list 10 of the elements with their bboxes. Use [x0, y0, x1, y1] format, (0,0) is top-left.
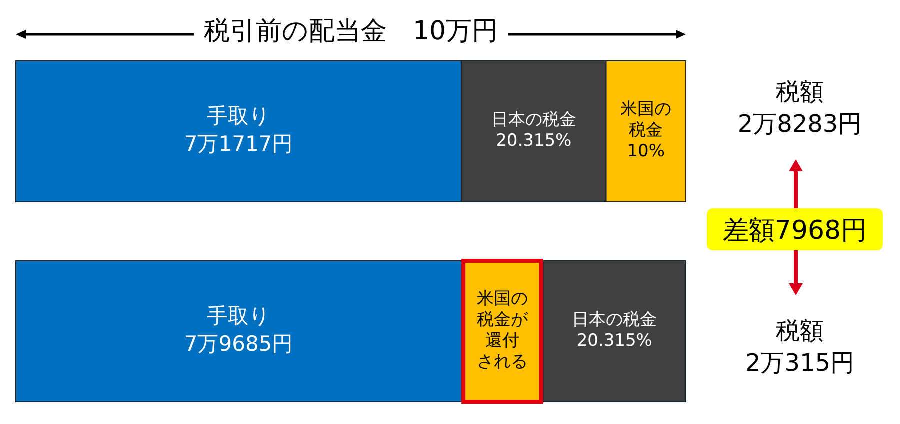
text: 日本の税金 20.315%	[491, 110, 576, 152]
chart-title: 税引前の配当金 10万円	[204, 16, 498, 46]
text: 税額 2万8283円	[738, 78, 862, 138]
series-label: 手取り 7万9685円	[184, 304, 294, 356]
series-label: 米国の税金が還付される	[476, 289, 529, 372]
series-label: 日本の税金 20.315%	[572, 310, 658, 352]
series-label: 米国の税金 10%	[620, 100, 672, 162]
series-label: 手取り 7万1717円	[184, 104, 294, 156]
text: 税額 2万315円	[745, 317, 855, 378]
text: 差額7968円	[722, 216, 868, 246]
